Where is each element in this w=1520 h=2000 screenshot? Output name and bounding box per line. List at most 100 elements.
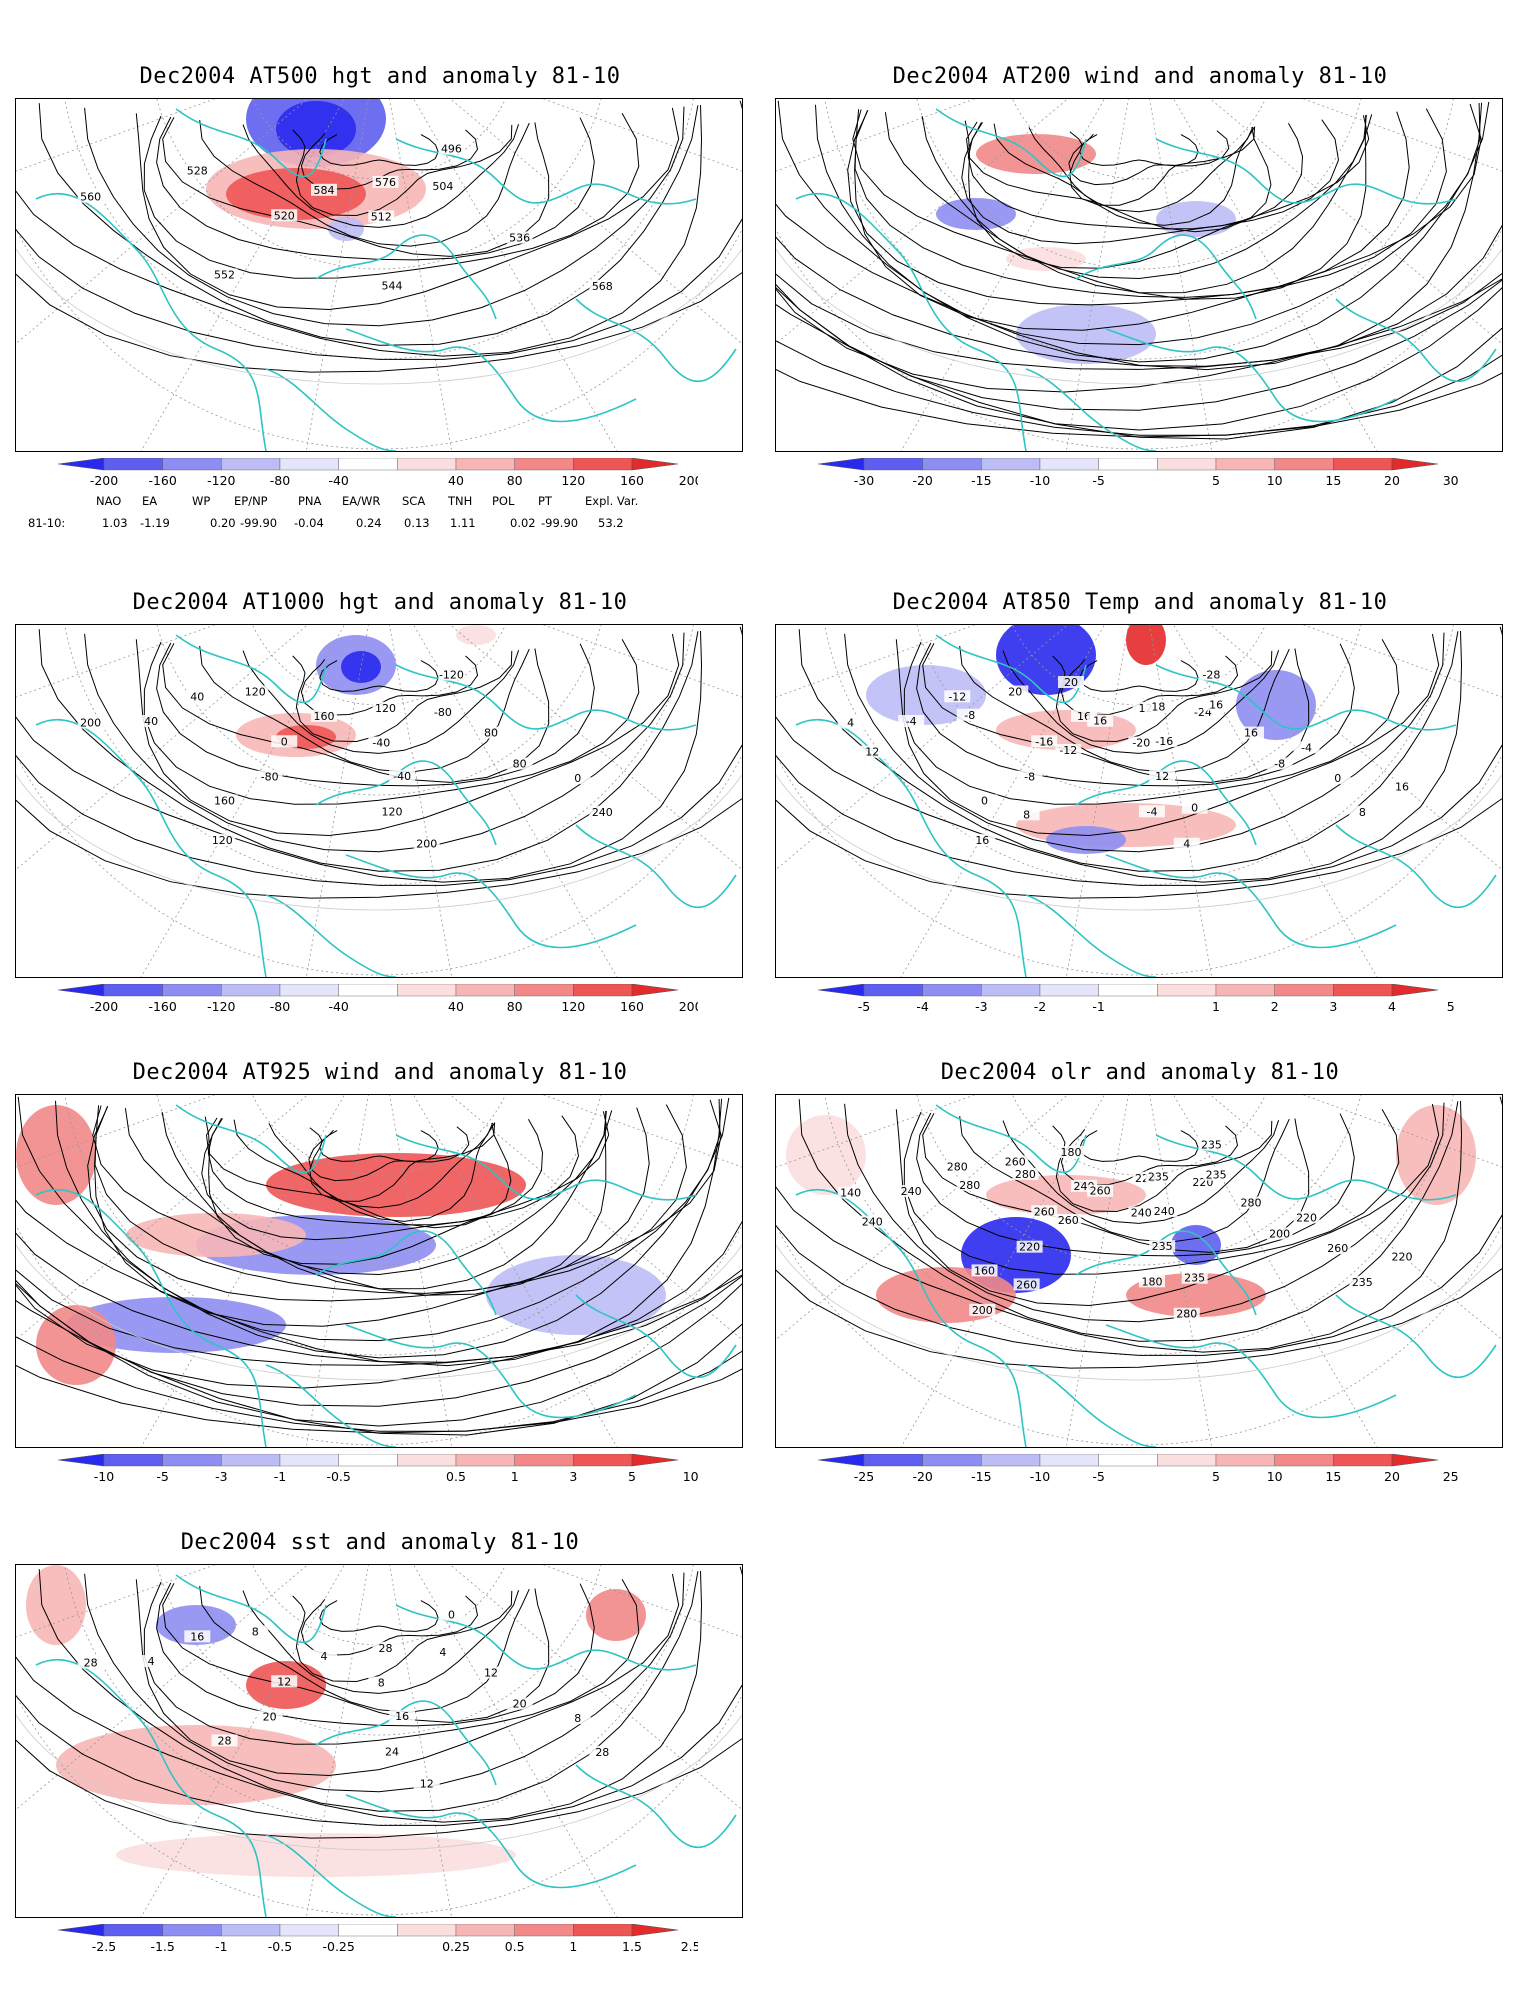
contour-label: 4 bbox=[321, 1650, 328, 1663]
map-sst: 0 4 8 12 16 20 24 28 28 28 28 4 8 12 16 20 4 8 12 bbox=[15, 1564, 743, 1918]
contour-line bbox=[16, 1336, 742, 1432]
contour-line bbox=[201, 1115, 580, 1241]
contour-label: 584 bbox=[314, 184, 335, 197]
colorbar-tick-label: 5 bbox=[1212, 473, 1220, 488]
contour-line bbox=[16, 1570, 703, 1823]
contour-line bbox=[308, 1126, 470, 1182]
contour-label-bg bbox=[1203, 698, 1230, 711]
coastline bbox=[315, 1700, 497, 1786]
colorbar-swatch bbox=[981, 458, 1041, 471]
contour-label-bg bbox=[1173, 1307, 1200, 1320]
contour-label-bg bbox=[372, 701, 399, 714]
colorbar-swatch bbox=[1215, 984, 1275, 997]
contour-label-bg bbox=[506, 1697, 533, 1710]
coastline bbox=[395, 138, 697, 205]
contour-line bbox=[319, 1600, 439, 1632]
contour-label: 512 bbox=[371, 210, 392, 223]
contour-lines bbox=[16, 1096, 742, 1436]
colorbar-tick-label: -40 bbox=[328, 473, 348, 488]
contour-line bbox=[55, 1098, 721, 1342]
anomaly-patch bbox=[16, 1105, 96, 1205]
colorbar-tick-label: -120 bbox=[207, 999, 235, 1014]
colorbar-swatch bbox=[1274, 984, 1334, 997]
contour-line bbox=[17, 1096, 730, 1359]
contour-line bbox=[205, 1117, 512, 1229]
contour-label-bg bbox=[898, 715, 925, 728]
contour-line bbox=[776, 798, 1502, 899]
contour-label-bg bbox=[1198, 1138, 1225, 1151]
colorbar-tick-label: 0.5 bbox=[505, 1939, 525, 1954]
contour-label-bg bbox=[1087, 714, 1114, 727]
contour-label: -8 bbox=[964, 709, 975, 722]
longitude-line bbox=[1173, 99, 1378, 451]
contour-label: 16 bbox=[190, 1630, 204, 1643]
contour-label-bg bbox=[1016, 1240, 1043, 1253]
contour-label: 260 bbox=[1005, 1155, 1026, 1168]
contour-label: 0 bbox=[981, 794, 988, 807]
colorbar-tick-label: -80 bbox=[270, 473, 290, 488]
colorbar-tick-label: 25 bbox=[1443, 1469, 1458, 1484]
contour-line bbox=[162, 117, 550, 257]
index-header: POL bbox=[492, 494, 515, 508]
colorbar-arrow-left bbox=[818, 1454, 865, 1467]
contour-label: 280 bbox=[959, 1179, 980, 1192]
contour-label-bg bbox=[1293, 741, 1320, 754]
longitude-line bbox=[16, 1095, 309, 1341]
contour-label-bg bbox=[589, 805, 616, 818]
contour-label: 8 bbox=[252, 1625, 259, 1638]
coastline bbox=[1335, 1294, 1497, 1379]
contour-label: 120 bbox=[375, 702, 396, 715]
longitude-line bbox=[140, 625, 345, 977]
latitude-circle bbox=[916, 625, 1362, 796]
colorbar-swatch bbox=[455, 1924, 515, 1937]
colorbar-arrow-right bbox=[631, 1454, 679, 1467]
longitude-line bbox=[1065, 99, 1129, 451]
contour-label-bg bbox=[969, 1303, 996, 1316]
contour-label: 544 bbox=[381, 279, 402, 292]
contour-line bbox=[16, 1275, 742, 1407]
index-header: PT bbox=[538, 494, 552, 508]
coastline bbox=[265, 1834, 397, 1917]
contour-line bbox=[967, 122, 1304, 230]
contour-label-bg bbox=[1349, 805, 1376, 818]
panel-u200: Dec2004 AT200 wind and anomaly 81-10 -30… bbox=[760, 0, 1520, 560]
colorbar-tick-label: -1 bbox=[274, 1469, 286, 1484]
contour-label-bg bbox=[378, 1745, 405, 1758]
contour-label-bg bbox=[368, 1676, 395, 1689]
contour-line bbox=[1002, 650, 1280, 754]
colorbar-tick-label: 40 bbox=[448, 999, 464, 1014]
contour-label-bg bbox=[1128, 1206, 1155, 1219]
contour-line bbox=[777, 100, 1490, 363]
colorbar-swatch bbox=[221, 984, 281, 997]
map-olr: 2352202402602802001801601402352202402602… bbox=[775, 1094, 1503, 1448]
contour-label: 20 bbox=[1064, 676, 1078, 689]
colorbar-tick-label: -5 bbox=[1092, 1469, 1104, 1484]
contour-label-bg bbox=[438, 142, 465, 155]
contour-label-bg bbox=[184, 690, 211, 703]
contour-label: 240 bbox=[1131, 1206, 1152, 1219]
coastlines bbox=[35, 1104, 737, 1447]
contour-label: 200 bbox=[416, 838, 437, 851]
contour-line bbox=[922, 1113, 1310, 1253]
contour-label-bg bbox=[242, 685, 269, 698]
contour-label: 200 bbox=[1269, 1228, 1290, 1241]
colorbar-tick-label: -5 bbox=[858, 999, 870, 1014]
contour-label: 240 bbox=[592, 806, 613, 819]
contour-label-bg bbox=[1031, 1205, 1058, 1218]
map-canvas: 2352202402602802001801601402352202402602… bbox=[776, 1095, 1502, 1447]
anomaly-patch bbox=[341, 651, 381, 683]
contour-label: 80 bbox=[513, 758, 527, 771]
contour-label-bg bbox=[77, 1656, 104, 1669]
contour-label: 160 bbox=[214, 794, 235, 807]
contour-label: -4 bbox=[906, 715, 917, 728]
index-value: 0.24 bbox=[356, 516, 382, 530]
longitude-line bbox=[305, 1565, 369, 1917]
contour-line bbox=[16, 1268, 742, 1366]
contour-line bbox=[844, 1102, 1445, 1323]
longitude-line bbox=[542, 99, 742, 172]
colorbar-swatch bbox=[1039, 1454, 1099, 1467]
panel-u925: Dec2004 AT925 wind and anomaly 81-10 -10… bbox=[0, 1060, 760, 1500]
contour-label: 235 bbox=[1184, 1272, 1205, 1285]
contour-label: 8 bbox=[378, 1676, 385, 1689]
longitude-line bbox=[1173, 1095, 1378, 1447]
